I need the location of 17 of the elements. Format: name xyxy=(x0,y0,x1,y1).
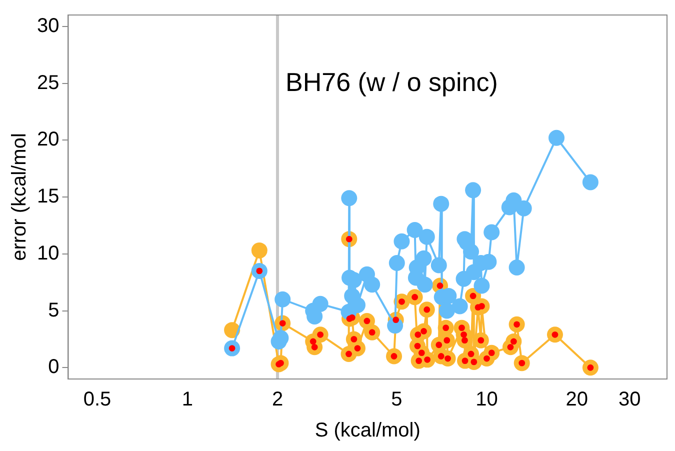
x-tick-label: 20 xyxy=(566,388,588,411)
x-tick-label: 2 xyxy=(272,388,284,411)
y-tick-label: 20 xyxy=(36,128,60,151)
x-tick-label: 30 xyxy=(618,388,641,411)
y-tick-label: 15 xyxy=(36,186,60,208)
y-tick-label: 30 xyxy=(36,14,60,37)
x-tick-label: 1 xyxy=(182,388,193,411)
y-tick-label: 25 xyxy=(36,72,60,94)
y-tick-label: 5 xyxy=(48,299,60,322)
y-tick-label: 0 xyxy=(48,356,60,378)
x-tick-label: 0.5 xyxy=(83,388,112,411)
x-tick-label: 10 xyxy=(476,388,498,411)
x-axis-title: S (kcal/mol) xyxy=(314,420,420,442)
y-tick-label: 10 xyxy=(36,242,60,264)
x-tick-label: 5 xyxy=(391,388,402,411)
y-axis-title: error (kcal/mol xyxy=(8,133,31,261)
text: BH76 (w / o spinc) xyxy=(286,67,498,97)
